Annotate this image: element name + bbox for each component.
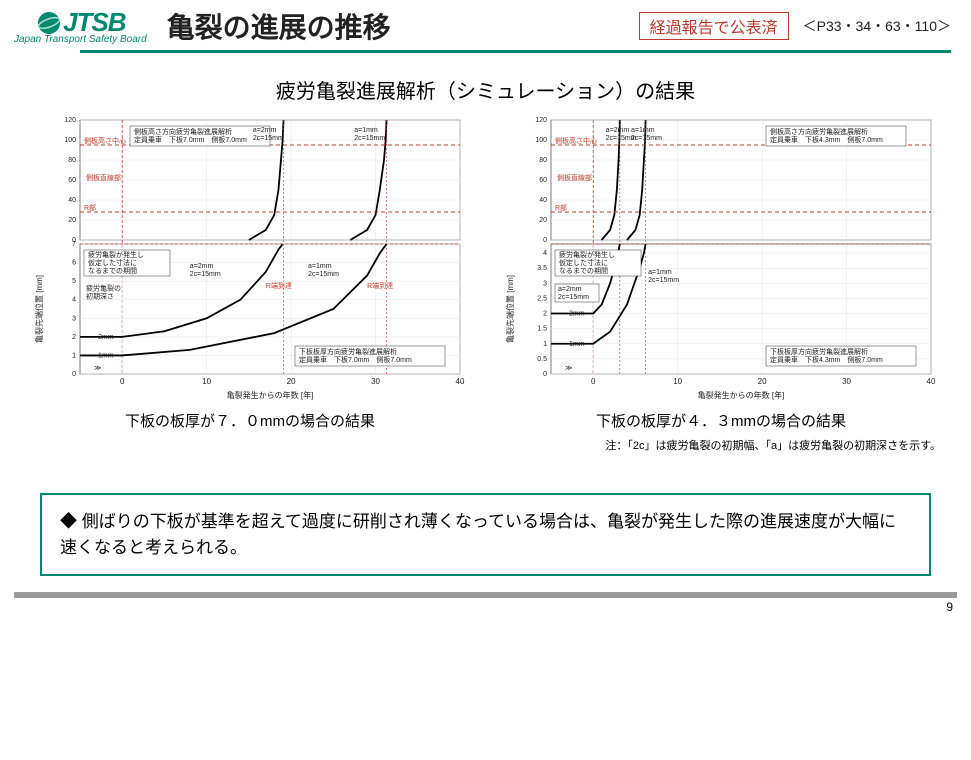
svg-text:120: 120 [64,117,76,124]
svg-text:100: 100 [535,137,547,144]
svg-text:下板板厚方向疲労亀裂進展解析定員乗車 下板7.0mm 側板7: 下板板厚方向疲労亀裂進展解析定員乗車 下板7.0mm 側板7.0mm [299,347,412,364]
page-reference: ＜P33・34・63・110＞ [803,16,951,36]
svg-text:7: 7 [72,241,76,248]
svg-text:80: 80 [68,157,76,164]
svg-text:側板直線部: 側板直線部 [557,173,592,182]
svg-text:10: 10 [673,377,682,386]
svg-text:1: 1 [72,352,76,359]
svg-text:1mm: 1mm [569,341,585,348]
svg-text:20: 20 [287,377,296,386]
header-rule [80,50,951,53]
svg-text:10: 10 [202,377,211,386]
page-number: 9 [0,598,971,614]
svg-text:R部: R部 [84,203,96,212]
svg-text:1: 1 [543,341,547,348]
svg-text:40: 40 [539,197,547,204]
svg-text:60: 60 [68,177,76,184]
svg-text:80: 80 [539,157,547,164]
svg-text:≫: ≫ [565,365,572,372]
svg-text:0: 0 [591,377,596,386]
svg-text:側板高さ方向疲労亀裂進展解析定員乗車 下板7.0mm 側板7: 側板高さ方向疲労亀裂進展解析定員乗車 下板7.0mm 側板7.0mm [134,127,247,144]
svg-text:6: 6 [72,260,76,267]
header: JTSB Japan Transport Safety Board 亀裂の進展の… [0,0,971,46]
chart-footnote: 注：「2c」は疲労亀裂の初期幅、「a」は疲労亀裂の初期深さを示す。 [0,437,941,453]
svg-text:亀裂発生からの年数 [年]: 亀裂発生からの年数 [年] [698,390,785,400]
svg-text:疲労亀裂の初期深さ: 疲労亀裂の初期深さ [86,283,121,300]
chart-left: 020406080100120側板高さ中心R部側板直線部側板高さ方向疲労亀裂進展… [30,114,470,431]
svg-text:0.5: 0.5 [537,356,547,363]
svg-text:4: 4 [543,250,547,257]
svg-text:亀裂先端位置 [mm]: 亀裂先端位置 [mm] [34,275,44,343]
chart-right: 020406080100120側板高さ中心R部側板直線部側板高さ方向疲労亀裂進展… [501,114,941,431]
svg-text:0: 0 [543,371,547,378]
svg-text:30: 30 [842,377,851,386]
svg-text:a=2mm2c=15mm: a=2mm2c=15mm [253,127,284,142]
svg-text:2: 2 [543,311,547,318]
svg-text:20: 20 [758,377,767,386]
svg-text:2.5: 2.5 [537,295,547,302]
svg-text:疲労亀裂が発生し仮定した寸法になるまでの期間: 疲労亀裂が発生し仮定した寸法になるまでの期間 [559,250,615,275]
svg-text:疲労亀裂が発生し仮定した寸法になるまでの期間: 疲労亀裂が発生し仮定した寸法になるまでの期間 [88,250,144,275]
charts-row: 020406080100120側板高さ中心R部側板直線部側板高さ方向疲労亀裂進展… [0,114,971,431]
svg-text:側板高さ中心: 側板高さ中心 [555,136,597,145]
svg-text:3: 3 [543,280,547,287]
svg-text:a=1mm2c=15mm: a=1mm2c=15mm [648,269,679,284]
svg-text:a=1mm2c=15mm: a=1mm2c=15mm [631,127,662,142]
svg-text:側板高さ中心: 側板高さ中心 [84,136,126,145]
svg-text:a=1mm2c=15mm: a=1mm2c=15mm [354,127,385,142]
svg-text:R端到達: R端到達 [266,281,292,290]
svg-text:下板板厚方向疲労亀裂進展解析定員乗車 下板4.3mm 側板7: 下板板厚方向疲労亀裂進展解析定員乗車 下板4.3mm 側板7.0mm [770,347,883,364]
logo-subtitle: Japan Transport Safety Board [14,34,147,45]
svg-text:R端到達: R端到達 [367,281,393,290]
chart-right-caption: 下板の板厚が４．３mmの場合の結果 [501,410,941,431]
svg-text:3: 3 [72,315,76,322]
conclusion-box: ◆ 側ばりの下板が基準を超えて過度に研削され薄くなっている場合は、亀裂が発生した… [40,493,931,576]
svg-text:R部: R部 [555,203,567,212]
svg-text:1mm: 1mm [98,352,114,359]
svg-text:2: 2 [72,334,76,341]
svg-text:100: 100 [64,137,76,144]
svg-text:40: 40 [927,377,936,386]
svg-text:0: 0 [543,237,547,244]
svg-text:0: 0 [120,377,125,386]
svg-text:4: 4 [72,297,76,304]
svg-text:側板直線部: 側板直線部 [86,173,121,182]
globe-icon [35,9,63,37]
chart-left-caption: 下板の板厚が７．０mmの場合の結果 [30,410,470,431]
svg-text:20: 20 [539,217,547,224]
svg-text:亀裂発生からの年数 [年]: 亀裂発生からの年数 [年] [227,390,314,400]
svg-text:亀裂先端位置 [mm]: 亀裂先端位置 [mm] [505,275,515,343]
status-badge: 経過報告で公表済 [639,12,789,40]
svg-text:40: 40 [456,377,465,386]
svg-text:a=2mm2c=15mm: a=2mm2c=15mm [190,263,221,278]
svg-text:3.5: 3.5 [537,265,547,272]
svg-text:120: 120 [535,117,547,124]
page-title: 亀裂の進展の推移 [167,6,391,46]
chart-section-title: 疲労亀裂進展解析（シミュレーション）の結果 [0,75,971,104]
svg-text:40: 40 [68,197,76,204]
svg-text:2mm: 2mm [98,334,114,341]
svg-text:a=1mm2c=15mm: a=1mm2c=15mm [308,263,339,278]
logo: JTSB Japan Transport Safety Board [14,7,147,45]
svg-text:1.5: 1.5 [537,326,547,333]
svg-text:60: 60 [539,177,547,184]
svg-text:0: 0 [72,371,76,378]
svg-text:5: 5 [72,278,76,285]
svg-text:側板高さ方向疲労亀裂進展解析定員乗車 下板4.3mm 側板7: 側板高さ方向疲労亀裂進展解析定員乗車 下板4.3mm 側板7.0mm [770,127,883,144]
svg-text:2mm: 2mm [569,311,585,318]
svg-text:≫: ≫ [94,365,101,372]
svg-text:20: 20 [68,217,76,224]
svg-text:30: 30 [371,377,380,386]
